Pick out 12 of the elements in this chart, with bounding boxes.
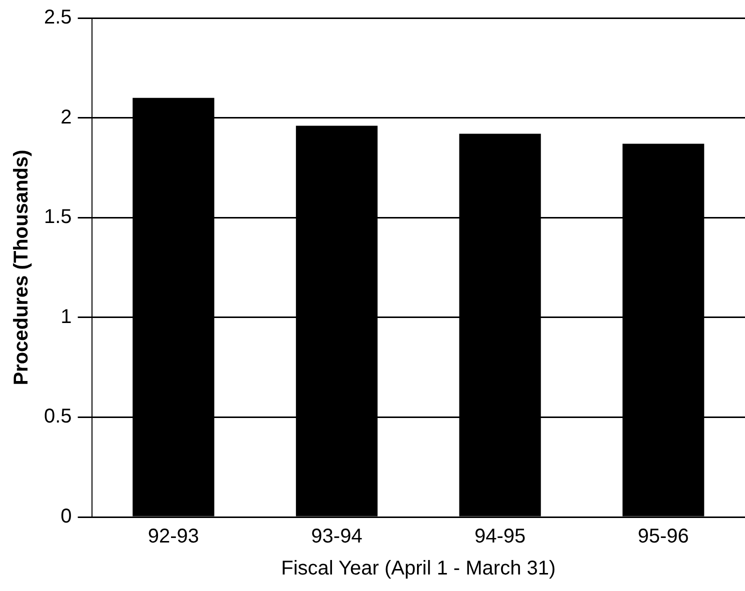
x-tick-label: 94-95 <box>474 526 526 548</box>
y-tick-label: 1 <box>60 306 72 328</box>
y-tick-label: 2 <box>60 106 72 128</box>
y-tick-label: 0 <box>60 506 72 528</box>
y-tick-label: 1.5 <box>44 206 72 228</box>
x-tick-label: 92-93 <box>148 526 200 548</box>
y-tick-label: 2.5 <box>44 6 72 29</box>
y-axis-title: Procedures (Thousands) <box>10 150 33 386</box>
x-tick-label: 95-96 <box>638 526 689 548</box>
y-tick-label: 0.5 <box>44 406 72 428</box>
x-tick-label: 93-94 <box>311 526 362 548</box>
x-axis-title: Fiscal Year (April 1 - March 31) <box>281 558 556 580</box>
